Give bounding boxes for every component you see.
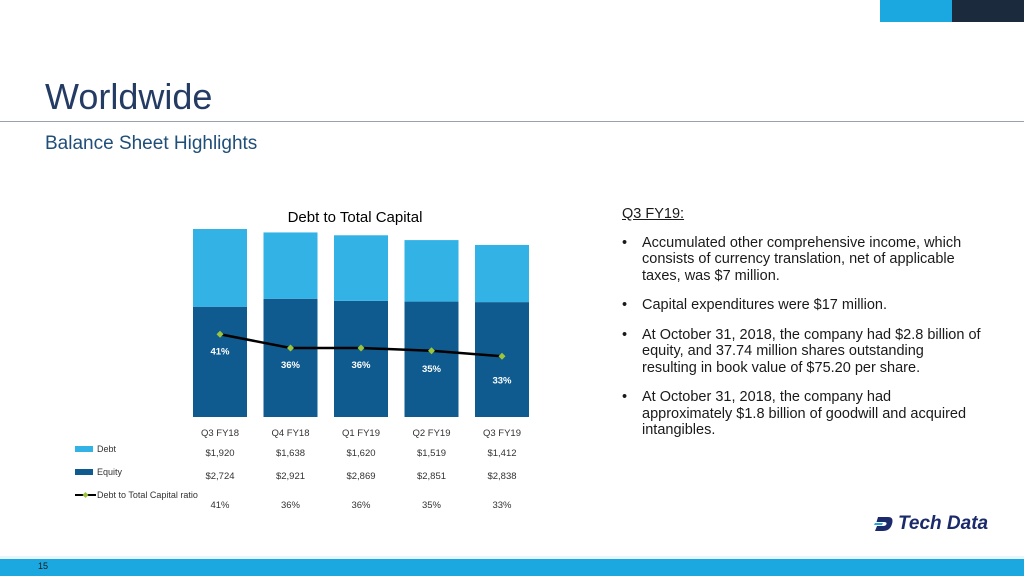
legend-debt-label: Debt [97, 444, 117, 454]
debt-bar [334, 235, 388, 301]
ratio-data-label: 36% [351, 360, 371, 371]
table-cell-ratio: 36% [351, 500, 371, 511]
note-text: At October 31, 2018, the company had $2.… [642, 326, 981, 376]
ratio-data-label: 36% [281, 360, 301, 371]
note-bullet: • Accumulated other comprehensive income,… [622, 235, 982, 285]
table-cell-equity: $2,851 [417, 471, 446, 482]
notes-heading: Q3 FY19: [622, 206, 685, 222]
table-cell-ratio: 35% [422, 500, 442, 511]
top-accent-bar-navy [952, 0, 1024, 22]
table-cell-equity: $2,869 [346, 471, 375, 482]
footer-band [0, 559, 1024, 576]
note-bullet: • At October 31, 2018, the company had $2… [622, 327, 982, 377]
equity-bar [193, 306, 247, 417]
equity-bar [263, 298, 318, 417]
bullet-dot-icon: • [622, 326, 628, 343]
legend-equity-label: Equity [97, 467, 123, 477]
ratio-point [357, 344, 365, 352]
note-text: Capital expenditures were $17 million. [642, 297, 888, 313]
table-cell-debt: $1,412 [487, 448, 516, 459]
table-cell-ratio: 41% [210, 500, 230, 511]
notes-panel: Q3 FY19: • Accumulated other comprehensiv… [622, 206, 982, 452]
ratio-data-label: 35% [422, 364, 442, 375]
legend-ratio-marker [82, 492, 89, 498]
table-cell-equity: $2,724 [205, 471, 234, 482]
debt-bar [404, 240, 459, 302]
note-bullet: • At October 31, 2018, the company had ap… [622, 389, 982, 439]
debt-bar [475, 244, 529, 303]
debt-bar [193, 229, 247, 307]
x-tick-label: Q3 FY18 [201, 428, 239, 439]
x-tick-label: Q4 FY18 [271, 428, 309, 439]
legend-equity-swatch [75, 469, 93, 475]
debt-bar [263, 232, 318, 299]
table-cell-debt: $1,638 [276, 448, 305, 459]
title-divider [0, 121, 1024, 122]
note-text: At October 31, 2018, the company had app… [642, 389, 967, 438]
ratio-data-label: 41% [210, 346, 230, 357]
note-bullet: • Capital expenditures were $17 million. [622, 297, 982, 314]
x-tick-label: Q3 FY19 [483, 428, 521, 439]
table-cell-equity: $2,838 [487, 471, 516, 482]
ratio-point [428, 347, 435, 355]
table-cell-equity: $2,921 [276, 471, 305, 482]
ratio-data-label: 33% [492, 375, 512, 386]
note-text: Accumulated other comprehensive income, … [642, 234, 962, 284]
bullet-dot-icon: • [622, 297, 628, 313]
tech-data-logo-icon [874, 517, 893, 531]
table-cell-ratio: 33% [492, 500, 512, 511]
page-subtitle: Balance Sheet Highlights [45, 133, 258, 154]
table-cell-debt: $1,519 [417, 448, 446, 459]
legend-ratio-label: Debt to Total Capital ratio [97, 490, 198, 500]
table-cell-ratio: 36% [281, 500, 301, 511]
footer-stripe [0, 556, 1024, 559]
top-accent-bar-cyan [880, 0, 952, 22]
table-cell-debt: $1,620 [346, 448, 375, 459]
page-title: Worldwide [45, 76, 213, 117]
ratio-point [287, 344, 294, 352]
equity-bar [334, 300, 388, 417]
x-tick-label: Q1 FY19 [342, 428, 380, 439]
bullet-dot-icon: • [622, 389, 628, 405]
equity-bar [404, 301, 459, 417]
page-number: 15 [38, 561, 49, 571]
ratio-point [498, 352, 506, 360]
chart-title: Debt to Total Capital [287, 209, 423, 226]
tech-data-logo: Tech Data [874, 513, 988, 535]
ratio-point [216, 330, 224, 338]
x-tick-label: Q2 FY19 [412, 428, 450, 439]
bullet-dot-icon: • [622, 234, 628, 251]
logo-text: Tech Data [898, 513, 989, 534]
legend-debt-swatch [75, 446, 93, 452]
table-cell-debt: $1,920 [205, 448, 234, 459]
